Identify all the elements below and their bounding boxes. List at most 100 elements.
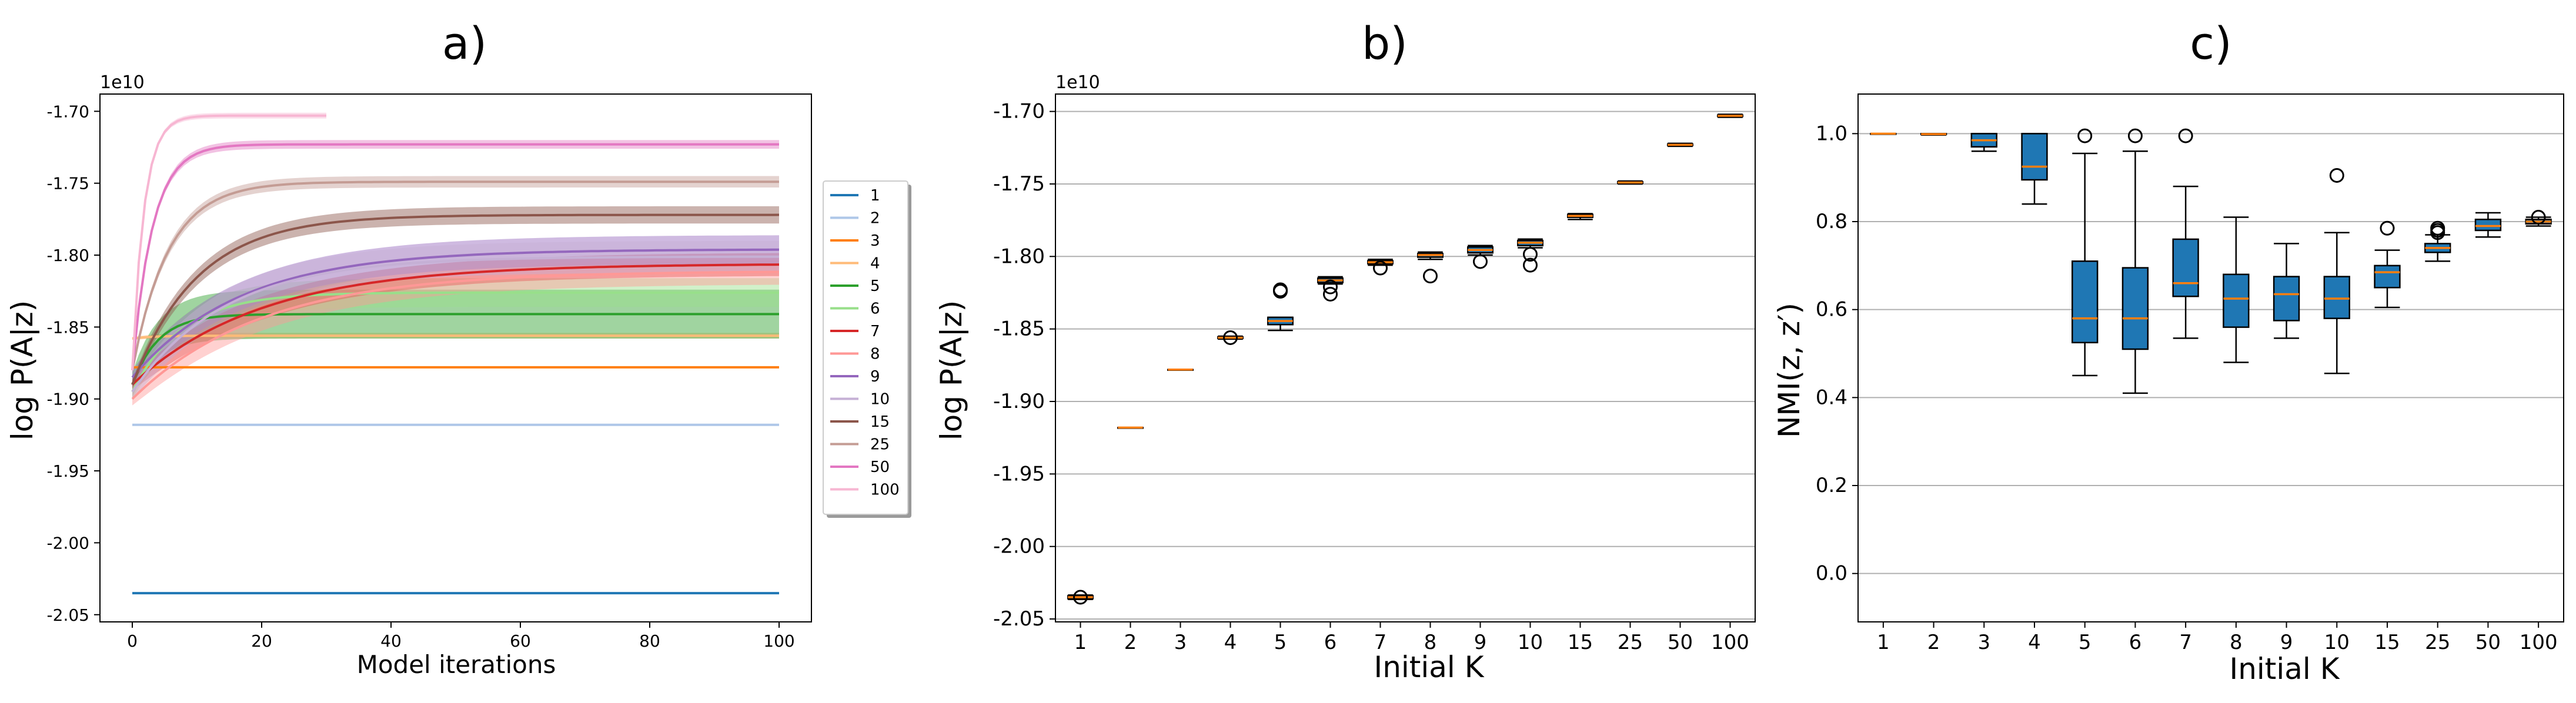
x-tick-label: 8 [2230,631,2243,654]
series-band-9 [132,235,779,385]
x-tick-label: 6 [1324,631,1337,654]
outlier-point [2077,128,2093,143]
box-100 [1717,113,1743,118]
panel-b-plot-area: 1 2 3 4 5 6 7 8 9 10 15 25 50 100 -2.05 -2.00 -1.95 -1.90… [993,93,1756,654]
y-tick-label: -1.70 [47,102,89,121]
series-line-8 [131,270,780,400]
y-tick-label: -1.80 [47,246,89,265]
series-band-7 [132,253,779,391]
box-8 [1417,251,1444,284]
x-tick-label: 5 [1274,631,1287,654]
legend-label-10: 10 [870,391,890,409]
legend-label-4: 4 [870,255,880,273]
outlier-point [1323,279,1338,294]
series-line-4 [132,334,779,340]
box-7 [2172,128,2199,339]
x-tick-label: 5 [2079,631,2091,654]
y-tick-label: -1.95 [47,461,89,481]
panel-b-xlabel: Initial K [1374,650,1484,684]
x-tick-label: 100 [763,631,794,651]
legend-label-2: 2 [870,210,880,227]
legend-label-6: 6 [870,300,880,318]
x-tick-label: 7 [1374,631,1387,654]
box-iqr [2072,260,2099,344]
box-9 [1467,245,1494,269]
panel-a-title: a) [442,17,487,69]
panel-c-xlabel: Initial K [2229,652,2340,686]
x-tick-label: 4 [1224,631,1237,654]
legend-label-9: 9 [870,368,880,386]
box-5 [1267,282,1294,332]
series-line-7 [131,263,780,386]
outlier-point [1473,254,1488,269]
box-iqr [2121,267,2149,350]
panel-a: a) 1e10 log P(A|z) Model iterations 0 20 4… [5,17,911,679]
panel-c-title: c) [2190,17,2231,69]
outlier-point [1073,590,1088,605]
x-tick-label: 40 [380,631,402,651]
x-tick-label: 100 [2520,631,2558,654]
series-line-25 [131,180,779,371]
y-tick-label: 0.0 [1816,562,1847,585]
box-100 [2525,210,2552,227]
legend-label-3: 3 [870,232,880,250]
box-10 [1517,238,1543,273]
box-iqr [2474,219,2502,232]
x-tick-label: 9 [2280,631,2293,654]
x-tick-label: 3 [1977,631,1990,654]
outlier-point [2178,128,2193,143]
panel-c: c) NMI(z, z′) Initial K 1 2 3 4 5 6 7 8 9 10 15 25 5… [1772,17,2564,686]
series-line-15 [131,213,780,386]
box-50 [2474,212,2502,238]
box-6 [1317,276,1344,302]
x-tick-label: 50 [1668,631,1693,654]
box-5 [2072,128,2099,377]
y-tick-label: -1.85 [47,317,89,337]
panel-b-offset-text: 1e10 [1055,72,1100,93]
y-tick-label: 0.4 [1816,386,1847,409]
x-tick-label: 25 [2425,631,2450,654]
y-tick-label: -2.00 [993,535,1045,558]
x-tick-label: 80 [639,631,660,651]
box-15 [1567,213,1593,220]
legend-box [823,180,908,515]
outlier-point [2329,168,2344,183]
series-band-5 [132,289,779,397]
y-tick-label: -1.85 [993,317,1045,341]
x-tick-label: 1 [1074,631,1087,654]
panel-b-ylabel: log P(A|z) [934,300,968,441]
panel-a-offset-text: 1e10 [100,72,145,93]
y-tick-label: -2.05 [993,607,1045,631]
outlier-point [1423,269,1438,284]
panel-a-plot-area: 0 20 40 60 80 100 -2.05 -2.00 -1.95 -1.90 -1.85 -1.… [47,93,812,651]
box-10 [2323,168,2350,374]
panel-c-ylabel: NMI(z, z′) [1772,303,1806,438]
x-tick-label: 8 [1424,631,1437,654]
panel-b: b) 1e10 log P(A|z) Initial K 1 2 3 4 5 6 7 8 9 10… [934,17,1756,684]
box-7 [1367,258,1394,276]
box-2 [1920,133,1947,136]
box-4 [1217,330,1244,345]
axes-frame [1055,93,1756,622]
outlier-point [2531,210,2546,225]
y-tick-label: -1.95 [993,462,1045,486]
panel-a-ylabel: log P(A|z) [5,300,39,441]
x-tick-label: 7 [2179,631,2192,654]
x-tick-label: 1 [1877,631,1890,654]
box-iqr [2323,276,2350,319]
y-tick-label: 0.2 [1816,474,1847,497]
box-iqr [2021,133,2048,181]
x-tick-label: 15 [1568,631,1593,654]
x-tick-label: 15 [2374,631,2400,654]
x-tick-label: 2 [1927,631,1940,654]
series-line-9 [131,248,779,379]
legend-label-100: 100 [870,481,900,499]
legend-label-8: 8 [870,346,880,363]
x-tick-label: 100 [1711,631,1749,654]
outlier-point [2380,220,2395,236]
y-tick-label: -1.90 [47,390,89,409]
x-tick-label: 10 [1518,631,1543,654]
x-tick-label: 2 [1124,631,1137,654]
box-50 [1667,142,1693,148]
